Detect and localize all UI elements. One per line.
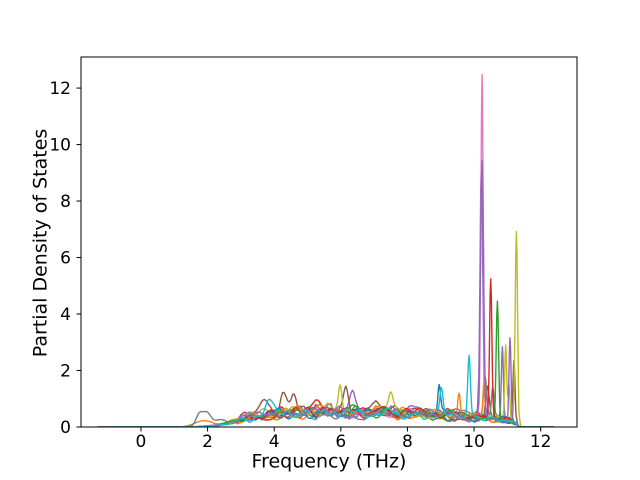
y-tick-label: 0 xyxy=(60,418,71,438)
series-line-pdos-purple xyxy=(97,160,554,427)
x-tick-label: 2 xyxy=(202,432,213,452)
x-tick-label: 10 xyxy=(463,432,485,452)
x-tick-label: 12 xyxy=(530,432,552,452)
x-tick-label: 4 xyxy=(269,432,280,452)
series-line-pdos-cyan xyxy=(97,354,554,427)
axes-spines xyxy=(80,56,578,428)
x-tick-label: 0 xyxy=(136,432,147,452)
x-tick-label: 8 xyxy=(402,432,413,452)
x-axis-title: Frequency (THz) xyxy=(251,450,407,473)
series-lines xyxy=(97,73,554,427)
y-tick-label: 12 xyxy=(49,79,71,99)
y-tick-label: 4 xyxy=(60,305,71,325)
y-axis-title: Partial Density of States xyxy=(29,128,52,358)
y-tick-label: 8 xyxy=(60,192,71,212)
y-tick-label: 6 xyxy=(60,249,71,269)
series-line-pdos-red xyxy=(97,278,554,427)
y-tick-label: 10 xyxy=(49,136,71,156)
y-tick-label: 2 xyxy=(60,362,71,382)
x-tick-label: 6 xyxy=(335,432,346,452)
